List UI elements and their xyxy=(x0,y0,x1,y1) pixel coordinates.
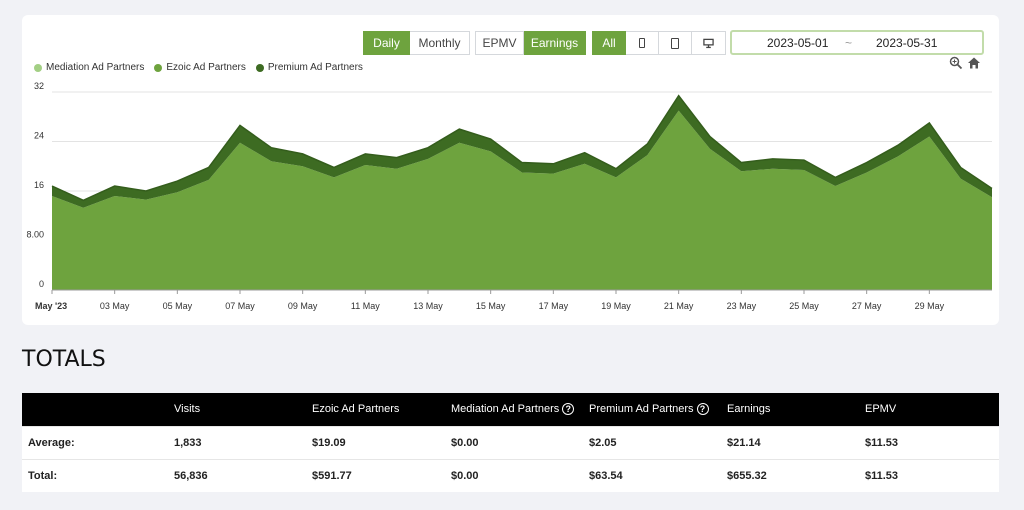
start-date[interactable]: 2023-05-01 xyxy=(767,35,829,50)
tablet-button[interactable] xyxy=(659,31,692,55)
zoom-icon[interactable] xyxy=(949,56,963,70)
desktop-icon xyxy=(703,38,714,48)
column-header-ezoic: Ezoic Ad Partners xyxy=(312,393,451,426)
table-row-average: Average: 1,833 $19.09 $0.00 $2.05 $21.14… xyxy=(22,425,999,459)
table-cell: 1,833 xyxy=(174,425,312,459)
x-tick-label: 27 May xyxy=(852,301,882,311)
table-cell: $63.54 xyxy=(589,458,727,492)
totals-table: Visits Ezoic Ad Partners Mediation Ad Pa… xyxy=(22,393,999,492)
legend-label: Mediation Ad Partners xyxy=(46,62,145,73)
x-tick-label: 07 May xyxy=(225,301,255,311)
legend-dot xyxy=(255,63,264,72)
table-cell: $19.09 xyxy=(312,425,451,459)
end-date[interactable]: 2023-05-31 xyxy=(876,35,938,50)
table-cell: $11.53 xyxy=(865,458,999,492)
chart-card: Daily Monthly EPMV Earnings All 2023-05-… xyxy=(22,15,999,325)
x-tick-label: 25 May xyxy=(789,301,819,311)
column-header-text: Premium Ad Partners xyxy=(589,403,694,416)
x-tick-label: 19 May xyxy=(601,301,631,311)
y-tick-label: 0 xyxy=(39,279,44,289)
y-tick-label: 8.00 xyxy=(26,230,44,240)
y-tick-label: 32 xyxy=(34,81,44,91)
chart-legend: Mediation Ad Partners Ezoic Ad Partners … xyxy=(34,62,363,73)
y-tick-label: 16 xyxy=(34,180,44,190)
area-ezoic xyxy=(52,110,992,290)
legend-dot xyxy=(154,63,163,72)
column-header-mediation: Mediation Ad Partners? xyxy=(451,393,589,426)
area-top-line xyxy=(51,94,993,202)
phone-icon xyxy=(639,38,645,48)
table-cell: Average: xyxy=(22,425,174,459)
home-icon[interactable] xyxy=(967,56,981,70)
table-cell: $0.00 xyxy=(451,458,589,492)
x-tick-label: 11 May xyxy=(351,301,380,311)
column-header-epmv: EPMV xyxy=(865,393,999,426)
table-row-total: Total: 56,836 $591.77 $0.00 $63.54 $655.… xyxy=(22,458,999,492)
table-cell: $11.53 xyxy=(865,425,999,459)
phone-button[interactable] xyxy=(626,31,659,55)
table-cell: Total: xyxy=(22,458,174,492)
legend-label: Premium Ad Partners xyxy=(267,62,363,73)
x-tick-label: 13 May xyxy=(413,301,443,311)
earnings-button[interactable]: Earnings xyxy=(524,31,586,55)
period-toggle: Daily Monthly xyxy=(363,31,470,55)
help-icon[interactable]: ? xyxy=(562,403,575,416)
legend-label: Ezoic Ad Partners xyxy=(166,62,246,73)
legend-item-ezoic[interactable]: Ezoic Ad Partners xyxy=(154,62,246,73)
date-range-picker[interactable]: 2023-05-01 ~ 2023-05-31 xyxy=(730,30,984,55)
legend-item-premium[interactable]: Premium Ad Partners xyxy=(255,62,363,73)
date-separator: ~ xyxy=(845,35,853,50)
table-cell: 56,836 xyxy=(174,458,312,492)
table-cell: $591.77 xyxy=(312,458,451,492)
column-header-premium: Premium Ad Partners? xyxy=(589,393,727,426)
area-premium xyxy=(52,95,992,208)
x-tick-label: 05 May xyxy=(163,301,193,311)
x-tick-label: 03 May xyxy=(100,301,130,311)
table-cell: $21.14 xyxy=(727,425,865,459)
column-header-label xyxy=(22,393,174,426)
epmv-button[interactable]: EPMV xyxy=(475,31,524,55)
device-toggle: All xyxy=(592,31,726,55)
x-tick-label: 09 May xyxy=(288,301,318,311)
desktop-button[interactable] xyxy=(692,31,726,55)
help-icon[interactable]: ? xyxy=(696,403,709,416)
table-cell: $0.00 xyxy=(451,425,589,459)
x-tick-label: 15 May xyxy=(476,301,506,311)
totals-title: TOTALS xyxy=(22,347,106,372)
x-tick-label: 17 May xyxy=(539,301,569,311)
x-tick-label: 21 May xyxy=(664,301,694,311)
metric-toggle: EPMV Earnings xyxy=(475,31,586,55)
x-tick-label: 29 May xyxy=(915,301,945,311)
tablet-icon xyxy=(671,37,679,49)
earnings-area-chart: 0 8.00 16 24 32 May '23 03 May 05 May 07 May 09 M… xyxy=(26,81,993,311)
daily-button[interactable]: Daily xyxy=(363,31,410,55)
table-header-row: Visits Ezoic Ad Partners Mediation Ad Pa… xyxy=(22,393,999,426)
x-tick-label: 23 May xyxy=(727,301,757,311)
y-tick-label: 24 xyxy=(34,131,44,141)
monthly-button[interactable]: Monthly xyxy=(410,31,470,55)
all-devices-button[interactable]: All xyxy=(592,31,626,55)
legend-item-mediation[interactable]: Mediation Ad Partners xyxy=(34,62,144,73)
legend-dot xyxy=(34,63,42,72)
table-cell: $655.32 xyxy=(727,458,865,492)
column-header-text: Mediation Ad Partners xyxy=(451,403,560,416)
table-cell: $2.05 xyxy=(589,425,727,459)
column-header-visits: Visits xyxy=(174,393,312,426)
column-header-earnings: Earnings xyxy=(727,393,865,426)
x-tick-label: May '23 xyxy=(35,301,67,311)
